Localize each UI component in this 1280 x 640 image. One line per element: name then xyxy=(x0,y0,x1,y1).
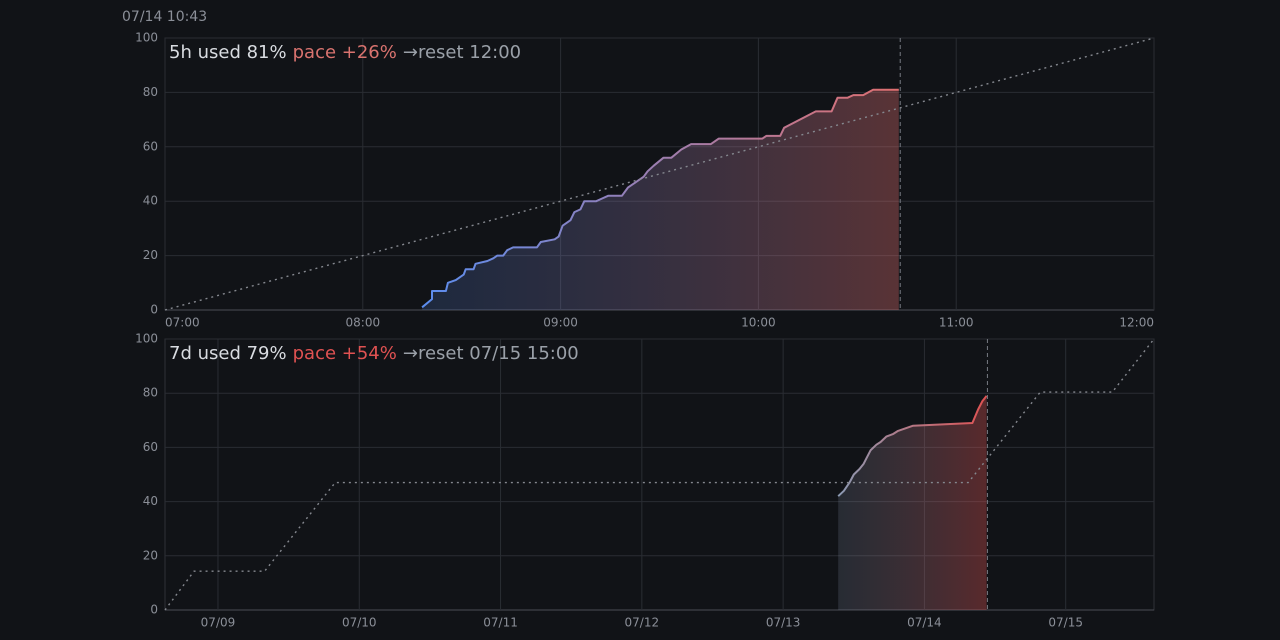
title-part: 5h used 81% xyxy=(169,42,287,63)
title-part: →reset 12:00 xyxy=(403,42,521,63)
x-tick-label: 07/14 xyxy=(907,616,942,630)
y-tick-label: 60 xyxy=(143,440,158,454)
y-tick-label: 40 xyxy=(143,194,158,208)
chart: 0 20 40 60 80 100 07/09 07/10 07/11 07/12 07/13 07/… xyxy=(135,332,1155,630)
x-tick-label: 11:00 xyxy=(939,316,974,330)
x-tick-label: 08:00 xyxy=(346,316,381,330)
timestamp: 07/14 10:43 xyxy=(122,9,207,25)
plot-frame xyxy=(164,338,1155,611)
x-tick-label: 07/12 xyxy=(625,616,660,630)
title-part: pace +26% xyxy=(293,42,397,63)
y-tick-label: 60 xyxy=(143,139,158,153)
pace-line xyxy=(164,338,1155,611)
y-tick-label: 0 xyxy=(150,303,158,317)
usage-line xyxy=(421,88,899,309)
title-part: →reset 07/15 15:00 xyxy=(403,343,579,364)
x-tick-label: 07/10 xyxy=(342,616,377,630)
chart-title: 7d used 79% pace +54% →reset 07/15 15:00 xyxy=(169,343,579,364)
x-tick-label: 07:00 xyxy=(165,316,200,330)
y-tick-label: 20 xyxy=(143,548,158,562)
y-tick-label: 80 xyxy=(143,85,158,99)
title-part: 7d used 79% xyxy=(169,343,287,364)
y-tick-label: 100 xyxy=(135,31,158,45)
usage-area xyxy=(838,395,987,610)
x-tick-label: 07/13 xyxy=(766,616,801,630)
y-tick-label: 0 xyxy=(150,603,158,617)
x-tick-label: 07/09 xyxy=(201,616,236,630)
y-tick-label: 80 xyxy=(143,386,158,400)
y-tick-label: 100 xyxy=(135,332,158,346)
x-tick-label: 09:00 xyxy=(543,316,578,330)
x-tick-label: 07/11 xyxy=(483,616,518,630)
y-tick-label: 20 xyxy=(143,248,158,262)
chart: 0 20 40 60 80 100 07:00 08:00 09:00 10:00 11:00 12:… xyxy=(135,31,1155,330)
title-part: pace +54% xyxy=(293,343,397,364)
chart-title: 5h used 81% pace +26% →reset 12:00 xyxy=(169,42,521,63)
usage-area xyxy=(422,89,899,310)
x-tick-label: 10:00 xyxy=(741,316,776,330)
x-tick-label: 12:00 xyxy=(1119,316,1154,330)
x-tick-label: 07/15 xyxy=(1048,616,1083,630)
y-tick-label: 40 xyxy=(143,494,158,508)
usage-line xyxy=(837,395,988,497)
